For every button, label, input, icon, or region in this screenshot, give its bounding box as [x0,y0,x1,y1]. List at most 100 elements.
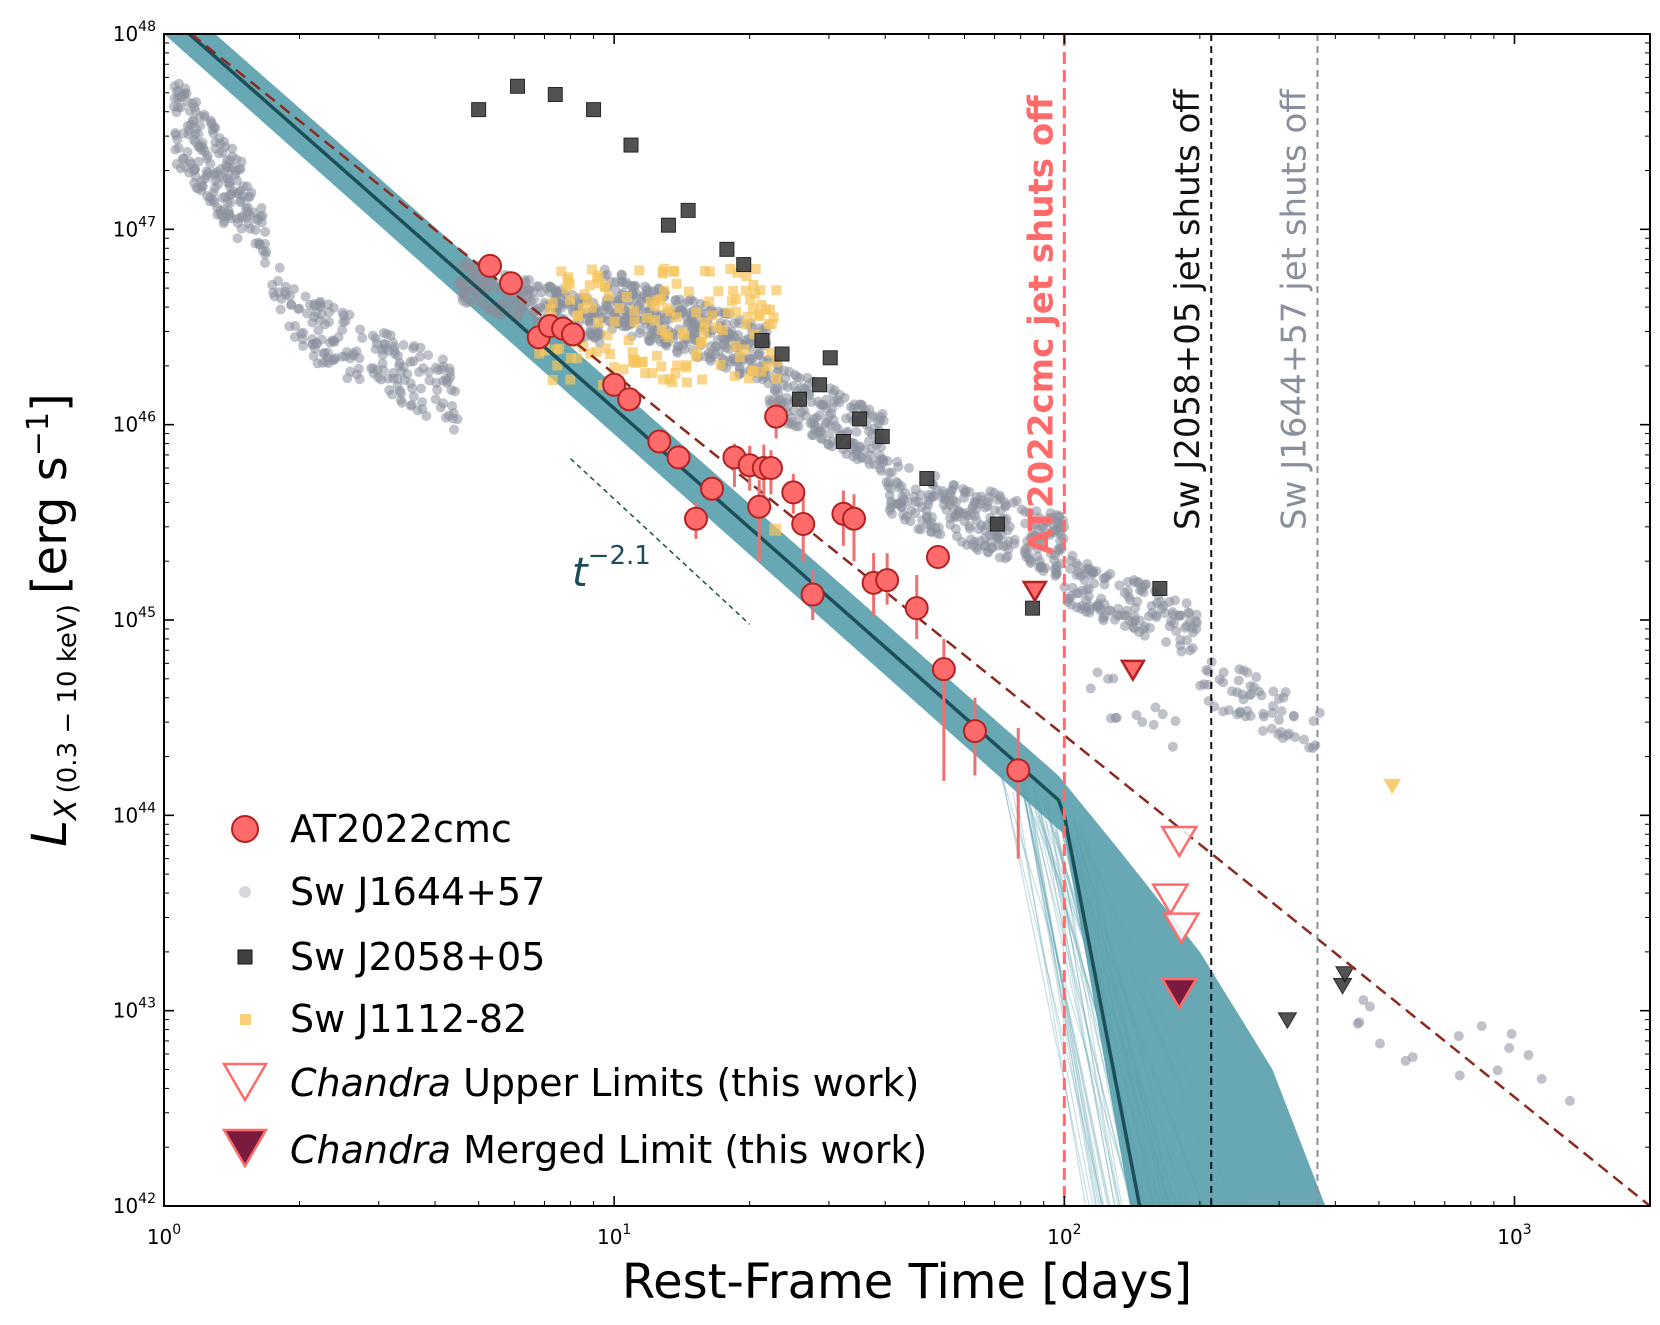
swj1644-point [634,328,645,339]
swj1112-point [747,366,758,377]
swj2058-point [822,350,838,366]
swj1644-point [882,456,893,467]
vline-label-swj1644: Sw J1644+57 jet shuts off [1274,88,1314,530]
model-draw [1017,763,1109,1206]
swj1644-point [779,397,790,408]
swj1644-point [1174,610,1185,621]
swj1644-point [242,206,253,217]
swj1644-point [886,508,897,519]
swj1644-point [1314,707,1325,718]
swj1644-point [513,310,524,321]
model-draw [1030,809,1103,1206]
swj1112-point [681,360,692,371]
slope-annotation-exp: −2.1 [588,541,651,571]
swj1644-point [199,146,210,157]
model-draw [1071,820,1191,1206]
swj1644-point [1181,598,1192,609]
swj1644-point [859,444,870,455]
at2022cmc-point [747,494,772,519]
swj1644-point [423,350,434,361]
swj1644-point [1150,702,1161,713]
swj1644-point [1258,708,1269,719]
swj1644-point [289,332,300,343]
swj1644-point [449,386,460,397]
model-draw [1062,829,1203,1206]
swj1644-point [1102,571,1113,582]
swj1644-point [1170,716,1181,727]
swj1112-point [550,344,561,355]
swj1644-point [329,336,340,347]
swj1644-point [910,484,921,495]
model-draw [1085,833,1165,1206]
swj1644-point [351,346,362,357]
swj1644-point [353,363,364,374]
at2022cmc-point [841,506,866,531]
swj1644-point [985,486,996,497]
swj2058-point [774,346,790,362]
y-tick-label-exp: 45 [138,605,156,621]
x-tick-label: 101 [597,1222,631,1249]
swj1644-point [848,403,859,414]
y-tick-label: 1047 [113,214,156,241]
swj1644-point [1079,575,1090,586]
swj1644-point [430,394,441,405]
swj1644-point [200,173,211,184]
model-draw [1000,772,1135,1206]
swj1644-point [1011,495,1022,506]
swj1644-point [207,119,218,130]
swj1112-point [534,348,545,359]
legend-item-swj1644: Sw J1644+57 [239,870,545,914]
swj1112-point [711,322,722,333]
swj1644-point [300,291,311,302]
model-draw [1031,796,1132,1206]
model-draw [1081,840,1245,1206]
swj1644-point [438,375,449,386]
swj1644-point [354,374,365,385]
model-draw [1073,819,1186,1206]
model-draw [1022,785,1100,1206]
swj1112-point [756,366,767,377]
model-draw [1079,830,1250,1206]
swj1644-point [398,340,409,351]
y-tick-label-base: 10 [113,22,138,46]
swj1644-point [275,304,286,315]
legend-label-swj1112: Sw J1112-82 [290,997,527,1041]
y-tick-label-base: 10 [113,803,138,827]
swj1644-point [989,505,1000,516]
swj1112-point [627,347,638,358]
swj1644-point [227,143,238,154]
swj1644-point [1067,582,1078,593]
swj1644-point [315,296,326,307]
y-tick-label-base: 10 [113,608,138,632]
legend-item-chandra-merged: Chandra Merged Limit (this work) [221,1128,927,1172]
swj1112-point [750,264,761,275]
swj1644-point [1001,500,1012,511]
at2022cmc-point [617,387,642,412]
swj1644-point [432,365,443,376]
swj1644-point [1190,616,1201,627]
swj1644-point [745,354,756,365]
swj1112-point [586,302,597,313]
x-tick-label: 103 [1497,1222,1531,1249]
swj1644-point [1113,603,1124,614]
swj1112-point [600,343,611,354]
y-tick-label-exp: 44 [138,800,156,816]
swj2058-limit [1335,966,1355,984]
legend-item-chandra-upper: Chandra Upper Limits (this work) [221,1061,919,1105]
swj1644-point [388,373,399,384]
swj1112-point [771,373,782,384]
at2022cmc-point [781,480,806,505]
legend-marker-swj1112 [240,1014,251,1025]
at2022cmc-point [791,512,816,537]
y-axis-title-unit-close: ] [22,393,78,412]
swj2058-point [586,102,602,118]
swj1644-point [1276,727,1287,738]
y-axis-title-band: (0.3 − 10 keV) [53,604,83,793]
swj1644-point [1098,612,1109,623]
swj1644-point [995,492,1006,503]
swj1644-point [725,356,736,367]
swj1644-point [718,339,729,350]
y-tick-label: 1048 [113,19,156,46]
swj1644-point [824,428,835,439]
legend-label-swj1644: Sw J1644+57 [290,870,545,914]
